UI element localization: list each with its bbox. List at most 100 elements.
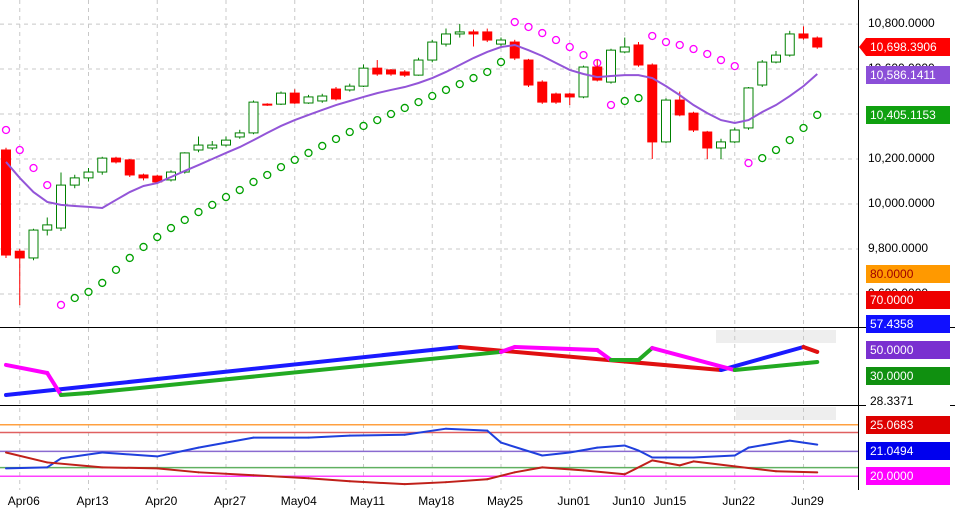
candle-body [358, 67, 369, 87]
sar-dot [318, 141, 327, 151]
candle-body [523, 59, 534, 86]
candle-body [812, 37, 823, 48]
indicator-segment [512, 344, 600, 352]
indicator-segment [775, 470, 819, 474]
x-tick-label: Jun15 [654, 494, 687, 508]
candle-body [606, 49, 616, 83]
value-tag-label: 10,698.3906 [870, 40, 937, 54]
value-tag-label: 21.0494 [870, 444, 914, 458]
sar-dot [744, 158, 753, 168]
indicator-segment [46, 461, 104, 469]
value-tag [866, 106, 950, 124]
sar-dot [414, 97, 423, 107]
sar-dot [634, 93, 643, 103]
value-tag [866, 38, 950, 56]
sar-dot [386, 109, 396, 119]
sar-dot [510, 17, 519, 27]
candle-body [1, 149, 11, 256]
indicator-segment [596, 444, 626, 449]
value-tag [866, 265, 950, 283]
value-tag-label: 30.0000 [870, 369, 914, 383]
sar-dot [15, 145, 24, 155]
candle-body [303, 96, 314, 104]
sar-dot [194, 207, 203, 217]
candle-body [468, 31, 479, 35]
indicator-segment [86, 349, 503, 396]
sar-dot [483, 67, 492, 77]
indicator-segment [623, 444, 640, 452]
x-tick-label: Apr13 [76, 494, 108, 508]
candle-body [179, 152, 190, 173]
sar-dot [758, 153, 767, 163]
sar-dot [524, 22, 533, 32]
candle-body [262, 103, 273, 106]
value-tag-label: 70.0000 [870, 293, 914, 307]
value-tag [866, 367, 950, 385]
x-tick-label: Apr27 [214, 494, 246, 508]
indicator-segment [719, 344, 806, 373]
value-tag [866, 291, 950, 309]
value-tag [866, 416, 950, 434]
candle-body [248, 101, 259, 134]
indicator-segment [307, 434, 351, 439]
indicator-segment [801, 344, 820, 354]
indicator-segment [101, 451, 159, 458]
candle-body [207, 144, 218, 149]
candle-body [111, 157, 121, 163]
sar-dot [455, 79, 464, 89]
sar-dot [125, 253, 134, 263]
candle-body [69, 177, 80, 186]
sar-dot [661, 37, 671, 47]
sar-dot [166, 223, 176, 233]
sar-dot [703, 49, 712, 59]
candle-body [578, 66, 589, 98]
candle-body [234, 132, 245, 138]
candle-body [331, 88, 341, 100]
y-tick-label: 9,800.0000 [868, 241, 928, 255]
indicator-segment [60, 451, 104, 460]
x-tick-label: May04 [281, 494, 317, 508]
indicator-segment [348, 433, 406, 437]
candle-body [537, 81, 548, 103]
sar-dot [579, 50, 588, 60]
candle-body [647, 64, 658, 143]
indicator-segment [4, 362, 50, 376]
x-tick-label: May18 [418, 494, 454, 508]
sar-dot [235, 185, 244, 195]
sar-dot [304, 148, 313, 158]
value-tag [866, 442, 950, 460]
indicator-segment [541, 466, 585, 472]
sar-dot [428, 91, 437, 101]
x-tick-label: Jun29 [791, 494, 824, 508]
sar-dot [689, 44, 698, 54]
candle-body [42, 224, 53, 231]
sar-dot [469, 73, 478, 83]
indicator-segment [733, 446, 750, 457]
candle-body [551, 93, 561, 103]
indicator-segment [307, 477, 351, 483]
indicator-segment [403, 481, 447, 486]
indicator-segment [4, 344, 462, 397]
indicator-segment [678, 460, 695, 467]
indicator-segment [582, 469, 626, 476]
indicator-segment [252, 474, 310, 480]
sar-dot [331, 134, 341, 144]
indicator-segment [568, 446, 599, 454]
candle-body [592, 66, 603, 81]
indicator-segment [197, 436, 255, 449]
sar-dot [400, 103, 409, 113]
indicator-segment [637, 449, 654, 459]
candle-body [97, 157, 108, 173]
candle-body [152, 175, 163, 183]
sar-dot [29, 163, 38, 173]
sar-dot [221, 192, 231, 202]
sar-dot [345, 127, 354, 137]
candle-body [757, 61, 768, 86]
indicator-segment [486, 429, 502, 444]
value-tag [866, 315, 950, 333]
candle-body [688, 112, 699, 131]
indicator-segment [486, 471, 516, 481]
indicator-segment [445, 478, 489, 484]
candle-body [784, 33, 795, 56]
indicator-segment [197, 471, 255, 477]
